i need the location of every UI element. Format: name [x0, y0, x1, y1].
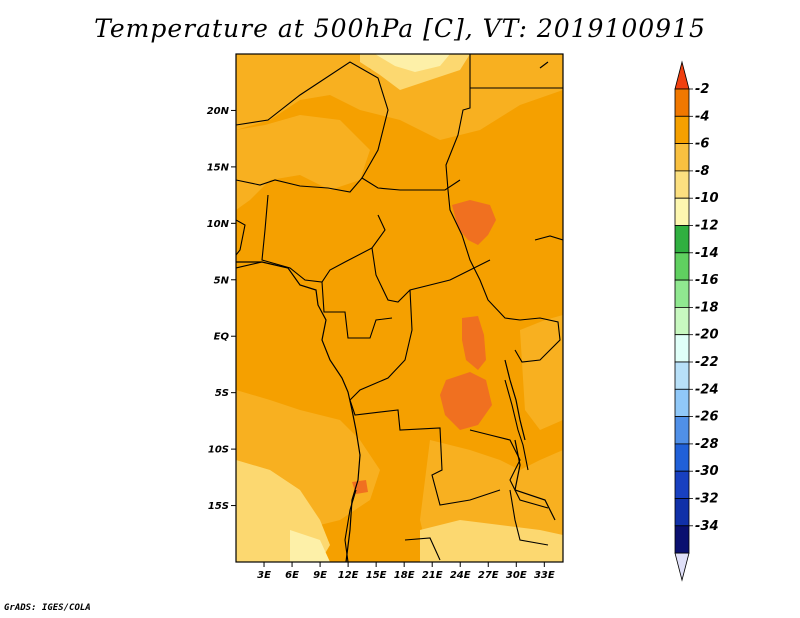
- x-tick-label: 3E: [257, 570, 271, 581]
- border-line: [349, 399, 501, 506]
- colorbar-label: -26: [695, 410, 719, 425]
- border-line: [321, 281, 393, 339]
- colorbar-swatch: [674, 143, 690, 172]
- x-axis: 3E 6E 9E 12E 15E 18E 21E 24E 27E 30E 33E: [257, 562, 555, 581]
- y-tick-label: 15S: [208, 501, 229, 512]
- colorbar-label: -10: [695, 191, 719, 206]
- border-line: [514, 317, 561, 363]
- border-line: [534, 235, 563, 241]
- y-tick-label: 15N: [207, 162, 230, 173]
- y-tick-label: EQ: [214, 332, 230, 343]
- coastline: [236, 261, 556, 562]
- y-tick-label: 10N: [207, 219, 230, 230]
- x-tick-label: 30E: [506, 570, 527, 581]
- field-zone-palest-north: [375, 54, 450, 72]
- colorbar-label: -18: [695, 300, 719, 315]
- colorbar-label: -4: [695, 109, 709, 124]
- x-tick-label: 15E: [366, 570, 387, 581]
- field-zone-pale-se: [420, 520, 563, 562]
- x-tick-label: 33E: [534, 570, 555, 581]
- colorbar-label: -20: [695, 328, 719, 343]
- border-line: [236, 261, 263, 269]
- y-tick-label: 20N: [207, 106, 230, 117]
- border-line: [344, 489, 357, 562]
- border-line: [509, 489, 549, 546]
- colorbar-label: -6: [695, 137, 709, 152]
- colorbar-swatch: [674, 443, 690, 472]
- grads-credit: GrADS: IGES/COLA: [4, 603, 91, 613]
- colorbar-bottom-triangle: [674, 552, 690, 582]
- coast-line: [514, 439, 556, 521]
- y-tick-label: 5N: [214, 275, 230, 286]
- temperature-field: [236, 54, 563, 562]
- field-hotspot-congo-south: [440, 372, 492, 430]
- colorbar-label: -8: [695, 164, 709, 179]
- x-tick-label: 24E: [450, 570, 471, 581]
- colorbar-label: -30: [695, 464, 719, 479]
- colorbar-swatch: [674, 279, 690, 308]
- border-line: [445, 54, 471, 191]
- x-tick-label: 18E: [394, 570, 415, 581]
- border-line: [236, 61, 389, 179]
- x-tick-label: 6E: [285, 570, 299, 581]
- field-zone-lighter-east: [520, 315, 563, 430]
- x-tick-label: 21E: [422, 570, 443, 581]
- colorbar-swatch: [674, 252, 690, 281]
- x-tick-label: 12E: [338, 570, 359, 581]
- map-frame: [235, 53, 564, 563]
- colorbar-label: -24: [695, 382, 719, 397]
- border-line: [236, 219, 246, 256]
- border-line: [404, 537, 441, 561]
- border-line: [447, 189, 521, 321]
- colorbar-label: -34: [695, 519, 719, 534]
- colorbar: -2 -4 -6 -8 -10 -12 -14 -16 -18 -20 -22 -24 -26 -28 -3…: [674, 60, 719, 582]
- coast-line: [236, 261, 361, 562]
- colorbar-swatch: [674, 416, 690, 445]
- field-zone-lighter-west: [236, 115, 370, 210]
- border-line: [236, 177, 461, 193]
- colorbar-swatch: [674, 88, 690, 117]
- colorbar-top-triangle: [674, 60, 690, 90]
- colorbar-label: -14: [695, 246, 719, 261]
- colorbar-swatch: [674, 115, 690, 145]
- colorbar-swatch: [674, 225, 690, 254]
- colorbar-swatch: [674, 197, 690, 226]
- x-tick-label: 9E: [313, 570, 327, 581]
- field-zone-lighter-north: [236, 54, 563, 140]
- colorbar-swatch: [674, 361, 690, 390]
- x-tick-label: 27E: [478, 570, 499, 581]
- colorbar-label: -22: [695, 355, 719, 370]
- colorbar-swatch: [674, 334, 690, 363]
- field-zone-palest-south: [290, 530, 330, 562]
- colorbar-label: -12: [695, 219, 719, 234]
- colorbar-label: -16: [695, 273, 719, 288]
- colorbar-label: -2: [695, 82, 709, 97]
- border-line: [539, 61, 549, 69]
- border-line: [349, 289, 413, 401]
- border-line: [469, 429, 549, 509]
- colorbar-swatch: [674, 306, 690, 336]
- field-hotspot-congo-north: [462, 316, 486, 370]
- colorbar-swatch: [674, 470, 690, 499]
- colorbar-swatch: [674, 498, 690, 527]
- y-tick-label: 10S: [208, 445, 229, 456]
- colorbar-swatch: [674, 388, 690, 417]
- coast-line: [504, 359, 526, 441]
- border-line: [504, 379, 529, 471]
- field-hotspot-sudan: [452, 200, 496, 245]
- colorbar-swatch: [674, 525, 690, 554]
- chart-title: Temperature at 500hPa [C], VT: 201910091…: [94, 14, 706, 43]
- y-axis: 20N 15N 10N 5N EQ 5S 10S 15S: [207, 106, 236, 512]
- colorbar-label: -28: [695, 437, 719, 452]
- colorbar-label: -32: [695, 492, 719, 507]
- country-borders: [236, 54, 563, 562]
- colorbar-swatch: [674, 170, 690, 199]
- y-tick-label: 5S: [215, 388, 229, 399]
